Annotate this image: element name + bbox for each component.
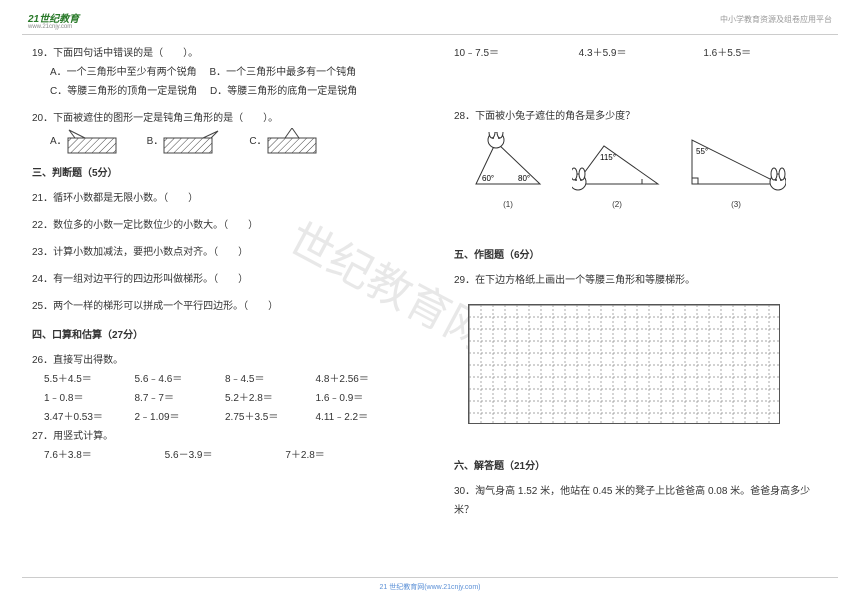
- q26-eq-02: 8﹣4.5＝: [225, 370, 316, 389]
- q26-stem: 26．直接写出得数。: [32, 351, 406, 370]
- q26-eq-12: 5.2＋2.8＝: [225, 389, 316, 408]
- section-4-title: 四、口算和估算（27分）: [32, 326, 406, 345]
- q20-options: A． B． C．: [32, 128, 406, 154]
- q24: 24．有一组对边平行的四边形叫做梯形。（ ）: [32, 270, 406, 289]
- q26-eq-13: 1.6﹣0.9＝: [316, 389, 407, 408]
- triangle-icon-b: [163, 128, 219, 154]
- q28-figures: 60° 80° (1) 115° (2): [454, 132, 828, 212]
- q28-stem: 28．下面被小兔子遮住的角各是多少度？: [454, 107, 828, 126]
- triangle-1-icon: 60° 80°: [468, 132, 548, 192]
- section-6-title: 六、解答题（21分）: [454, 457, 828, 476]
- fig1-label: (1): [468, 197, 548, 212]
- q22: 22．数位多的小数一定比数位少的小数大。（ ）: [32, 216, 406, 235]
- triangle-3-icon: 55°: [686, 132, 786, 192]
- q26-eq-11: 8.7﹣7＝: [135, 389, 226, 408]
- q19-d: D．等腰三角形的底角一定是锐角: [210, 86, 357, 97]
- q20-opt-c: C．: [249, 128, 316, 154]
- q26-eq-23: 4.11﹣2.2＝: [316, 408, 407, 427]
- q19-c: C．等腰三角形的顶角一定是锐角: [50, 86, 197, 97]
- q27-eq-01: 5.6－3.9＝: [165, 446, 286, 465]
- q27-eq-00: 7.6＋3.8＝: [44, 446, 165, 465]
- q30: 30．淘气身高 1.52 米，他站在 0.45 米的凳子上比爸爸高 0.08 米…: [454, 482, 828, 520]
- fig1-v2: 80°: [518, 174, 530, 183]
- fig1-v1: 60°: [482, 174, 494, 183]
- eq-top-1: 4.3＋5.9＝: [579, 44, 704, 63]
- q20-c-label: C．: [249, 132, 266, 151]
- q26-eq-21: 2﹣1.09＝: [135, 408, 226, 427]
- q28-fig-1: 60° 80° (1): [468, 132, 548, 212]
- q28-fig-3: 55° (3): [686, 132, 786, 212]
- q29: 29．在下边方格纸上画出一个等腰三角形和等腰梯形。: [454, 271, 828, 290]
- fig3-label: (3): [686, 197, 786, 212]
- q21: 21．循环小数都是无限小数。（ ）: [32, 189, 406, 208]
- q27-stem: 27．用竖式计算。: [32, 427, 406, 446]
- divider-bottom: [22, 577, 838, 578]
- q20: 20．下面被遮住的图形一定是钝角三角形的是（ ）。 A． B．: [32, 109, 406, 154]
- q26-eq-10: 1﹣0.8＝: [44, 389, 135, 408]
- triangle-2-icon: 115°: [572, 132, 662, 192]
- right-column: 10﹣7.5＝ 4.3＋5.9＝ 1.6＋5.5＝ 28．下面被小兔子遮住的角各…: [430, 44, 838, 568]
- q27-row-0: 7.6＋3.8＝ 5.6－3.9＝ 7＋2.8＝: [32, 446, 406, 465]
- fig3-v1: 55°: [696, 147, 708, 156]
- divider-top: [22, 34, 838, 35]
- eq-top-2: 1.6＋5.5＝: [703, 44, 828, 63]
- grid-paper: [468, 304, 780, 424]
- q20-opt-b: B．: [147, 128, 220, 154]
- q26-row-2: 3.47＋0.53＝ 2﹣1.09＝ 2.75＋3.5＝ 4.11﹣2.2＝: [32, 408, 406, 427]
- left-column: 19．下面四句话中错误的是（ ）。 A．一个三角形中至少有两个锐角 B．一个三角…: [22, 44, 430, 568]
- q19-a: A．一个三角形中至少有两个锐角: [50, 67, 197, 78]
- q20-opt-a: A．: [50, 128, 117, 154]
- content-area: 19．下面四句话中错误的是（ ）。 A．一个三角形中至少有两个锐角 B．一个三角…: [22, 44, 838, 568]
- q26-eq-03: 4.8＋2.56＝: [316, 370, 407, 389]
- eq-top-0: 10﹣7.5＝: [454, 44, 579, 63]
- q28: 28．下面被小兔子遮住的角各是多少度？ 60° 80° (1): [454, 107, 828, 212]
- q23: 23．计算小数加减法，要把小数点对齐。（ ）: [32, 243, 406, 262]
- triangle-icon-a: [67, 128, 117, 154]
- q19: 19．下面四句话中错误的是（ ）。 A．一个三角形中至少有两个锐角 B．一个三角…: [32, 44, 406, 101]
- q26-row-0: 5.5＋4.5＝ 5.6﹣4.6＝ 8﹣4.5＝ 4.8＋2.56＝: [32, 370, 406, 389]
- q19-b: B．一个三角形中最多有一个钝角: [209, 67, 356, 78]
- q28-fig-2: 115° (2): [572, 132, 662, 212]
- section-3-title: 三、判断题（5分）: [32, 164, 406, 183]
- fig2-label: (2): [572, 197, 662, 212]
- logo-text: 21世纪教育: [28, 10, 79, 25]
- q19-stem: 19．下面四句话中错误的是（ ）。: [32, 44, 406, 63]
- q20-a-label: A．: [50, 132, 67, 151]
- q20-stem: 20．下面被遮住的图形一定是钝角三角形的是（ ）。: [32, 109, 406, 128]
- section-5-title: 五、作图题（6分）: [454, 246, 828, 265]
- triangle-icon-c: [267, 128, 317, 154]
- q26-eq-22: 2.75＋3.5＝: [225, 408, 316, 427]
- q19-line-ab: A．一个三角形中至少有两个锐角 B．一个三角形中最多有一个钝角: [32, 63, 406, 82]
- q26-row-1: 1﹣0.8＝ 8.7﹣7＝ 5.2＋2.8＝ 1.6﹣0.9＝: [32, 389, 406, 408]
- logo-url: www.21cnjy.com: [28, 24, 72, 30]
- cont-eq-row: 10﹣7.5＝ 4.3＋5.9＝ 1.6＋5.5＝: [454, 44, 828, 63]
- q27-eq-02: 7＋2.8＝: [285, 446, 406, 465]
- q26-eq-01: 5.6﹣4.6＝: [135, 370, 226, 389]
- fig2-v1: 115°: [600, 153, 616, 162]
- q19-line-cd: C．等腰三角形的顶角一定是锐角 D．等腰三角形的底角一定是锐角: [32, 82, 406, 101]
- header-right-text: 中小学教育资源及组卷应用平台: [720, 14, 832, 25]
- q26-eq-20: 3.47＋0.53＝: [44, 408, 135, 427]
- q26-eq-00: 5.5＋4.5＝: [44, 370, 135, 389]
- q20-b-label: B．: [147, 132, 164, 151]
- footer-text: 21 世纪教育网(www.21cnjy.com): [0, 582, 860, 592]
- q25: 25．两个一样的梯形可以拼成一个平行四边形。（ ）: [32, 297, 406, 316]
